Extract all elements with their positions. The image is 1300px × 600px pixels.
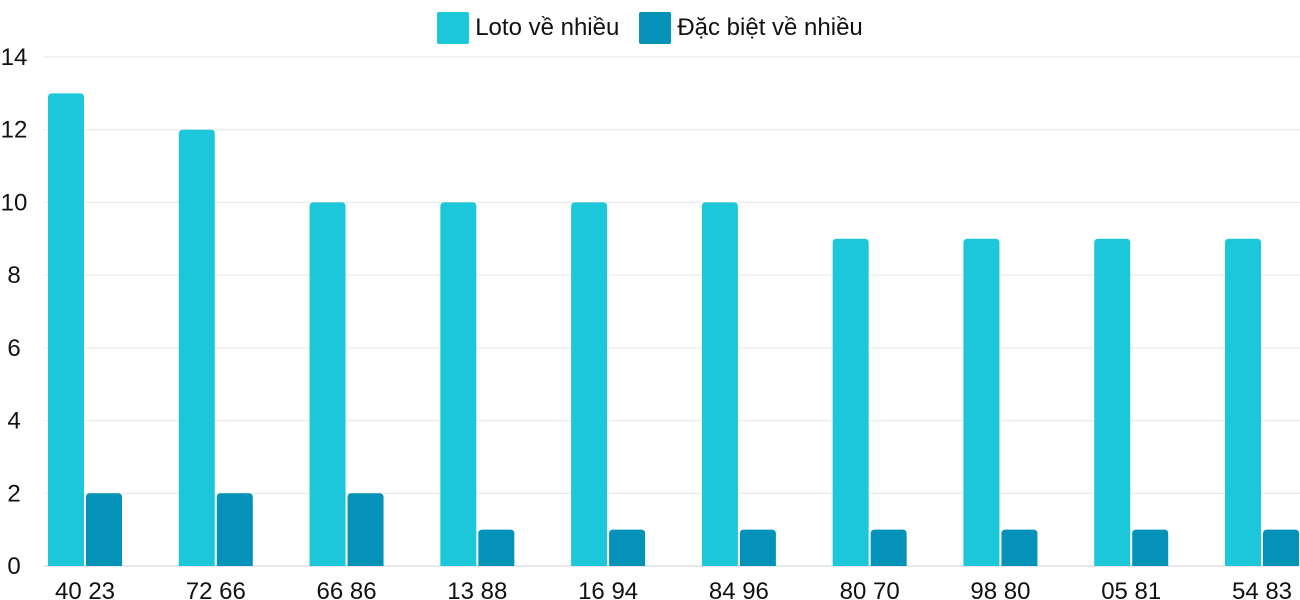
- x-tick-label: 05 81: [1101, 578, 1161, 600]
- bar-loto: [1225, 238, 1261, 567]
- x-tick-label: 40 23: [55, 578, 115, 600]
- bar-dac-biet: [1001, 529, 1038, 566]
- y-tick-label: 10: [1, 189, 28, 216]
- chart-legend: Loto về nhiều Đặc biệt về nhiều: [0, 12, 1300, 44]
- bar-loto: [178, 129, 215, 566]
- bar-loto: [832, 238, 869, 567]
- bar-dac-biet: [609, 529, 646, 566]
- legend-label-dac-biet: Đặc biệt về nhiều: [677, 14, 863, 41]
- legend-swatch-dac-biet: [639, 12, 672, 44]
- bar-loto: [440, 202, 477, 566]
- x-tick-label: 84 96: [709, 578, 769, 600]
- x-tick-label: 13 88: [447, 578, 507, 600]
- legend-item-loto[interactable]: Loto về nhiều: [437, 12, 619, 44]
- legend-label-loto: Loto về nhiều: [475, 14, 620, 41]
- bar-dac-biet: [739, 529, 776, 566]
- bar-loto: [963, 238, 1000, 567]
- bar-dac-biet: [870, 529, 907, 566]
- x-tick-label: 98 80: [970, 578, 1030, 600]
- x-tick-label: 80 70: [840, 578, 900, 600]
- bar-dac-biet: [216, 493, 253, 566]
- y-tick-label: 2: [7, 480, 20, 507]
- bar-loto: [701, 202, 738, 566]
- y-tick-label: 12: [1, 117, 28, 144]
- y-tick-label: 14: [1, 44, 28, 71]
- legend-swatch-loto: [437, 12, 470, 44]
- bar-dac-biet: [347, 493, 384, 566]
- bar-dac-biet: [1132, 529, 1169, 566]
- x-tick-label: 54 83: [1232, 578, 1292, 600]
- y-tick-label: 8: [7, 262, 20, 289]
- legend-item-dac-biet[interactable]: Đặc biệt về nhiều: [639, 12, 863, 44]
- bar-dac-biet: [478, 529, 515, 566]
- bar-loto: [309, 202, 346, 566]
- x-tick-label: 16 94: [578, 578, 638, 600]
- bar-dac-biet: [86, 493, 122, 566]
- y-tick-label: 4: [7, 408, 20, 435]
- y-tick-label: 6: [7, 335, 20, 362]
- x-tick-label: 72 66: [186, 578, 246, 600]
- y-tick-label: 0: [7, 553, 20, 580]
- bar-loto: [571, 202, 608, 566]
- x-tick-label: 66 86: [317, 578, 377, 600]
- bar-dac-biet: [1263, 529, 1299, 566]
- bar-loto: [48, 93, 84, 566]
- bar-loto: [1094, 238, 1131, 567]
